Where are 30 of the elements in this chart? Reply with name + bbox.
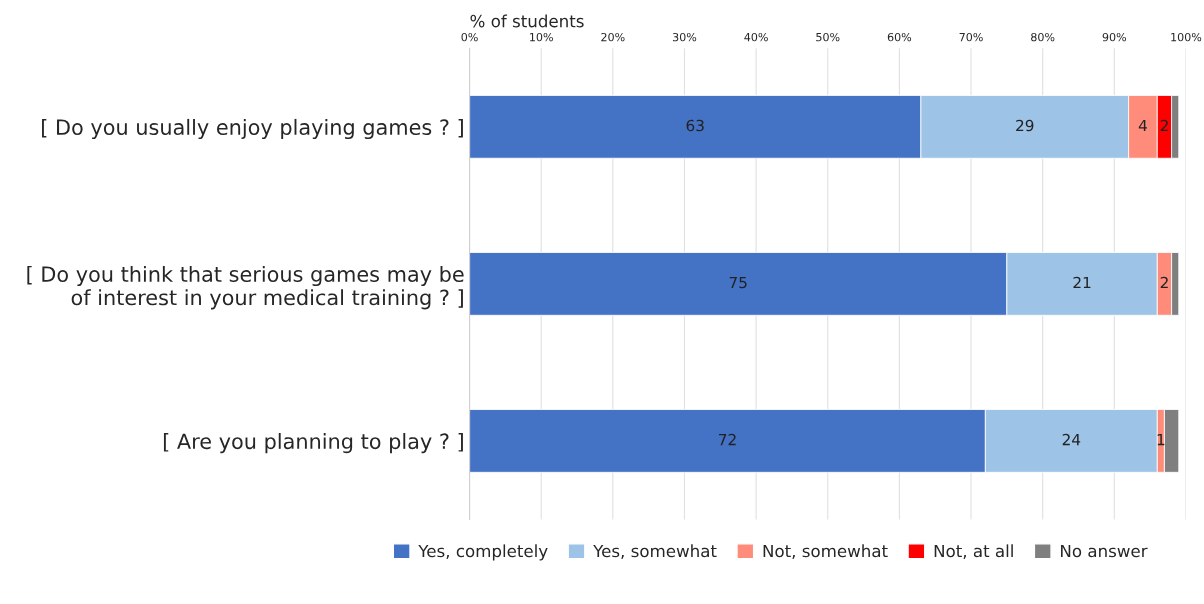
x-tick-label: 80% <box>1031 32 1055 42</box>
data-label: 1 <box>1157 434 1165 446</box>
y-tick-label: [ Are you planning to play ? ] <box>163 433 463 454</box>
x-tick-label: 60% <box>887 32 912 42</box>
legend-label: Not, somewhat <box>763 544 888 559</box>
x-tick-label: 90% <box>1102 32 1127 42</box>
x-tick-label: 50% <box>816 32 840 42</box>
x-tick-label: 20% <box>601 32 625 42</box>
data-label: 24 <box>1062 433 1081 446</box>
x-tick-label: 40% <box>744 32 768 42</box>
data-label: 4 <box>1138 119 1147 132</box>
x-tick-label: 100% <box>1171 32 1202 42</box>
x-tick-label: 10% <box>530 32 553 42</box>
data-label: 21 <box>1073 276 1091 289</box>
legend-label: No answer <box>1061 544 1148 558</box>
legend-label: Yes, completely <box>418 544 548 561</box>
x-tick-label: 0% <box>461 32 478 42</box>
data-label: 2 <box>1160 119 1168 132</box>
data-label: 29 <box>1016 119 1034 132</box>
data-label: 75 <box>729 276 747 289</box>
legend-label: Yes, somewhat <box>593 544 717 559</box>
legend-label: Not, at all <box>934 544 1013 559</box>
x-tick-label: 30% <box>672 32 697 42</box>
x-axis-title: % of students <box>470 14 584 28</box>
data-label: 2 <box>1160 276 1168 289</box>
y-tick-label: [ Do you think that serious games may be of interest in your medical training ? ] <box>27 265 464 310</box>
y-tick-label: [ Do you usually enjoy playing games ? ] <box>42 118 463 140</box>
data-label: 63 <box>686 119 704 132</box>
data-label: 72 <box>718 433 736 446</box>
x-tick-label: 70% <box>959 32 983 42</box>
